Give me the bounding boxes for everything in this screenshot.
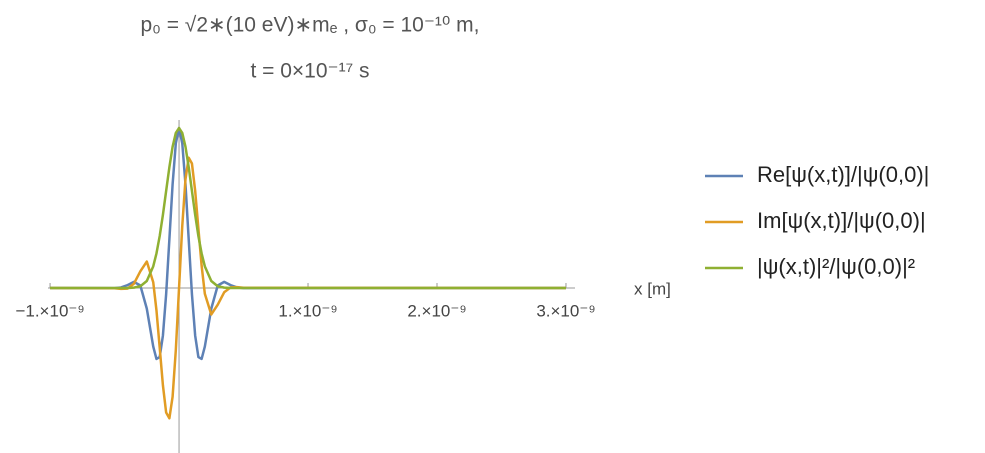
legend-label: Im[ψ(x,t)]/|ψ(0,0)| bbox=[757, 208, 926, 233]
x-axis-label: x [m] bbox=[634, 279, 671, 298]
x-tick-label: 2.×10⁻⁹ bbox=[407, 301, 466, 320]
x-tick-label: −1.×10⁻⁹ bbox=[15, 301, 84, 320]
x-tick-label: 3.×10⁻⁹ bbox=[536, 301, 595, 320]
legend-label: Re[ψ(x,t)]/|ψ(0,0)| bbox=[757, 162, 929, 187]
legend-label: |ψ(x,t)|²/|ψ(0,0)|² bbox=[757, 254, 915, 279]
series-line bbox=[50, 156, 566, 420]
series-line bbox=[50, 126, 566, 290]
chart-title: p₀ = √2∗(10 eV)∗mₑ , σ₀ = 10⁻¹⁰ m, bbox=[140, 14, 479, 37]
x-tick-label: 1.×10⁻⁹ bbox=[278, 301, 337, 320]
chart-subtitle: t = 0×10⁻¹⁷ s bbox=[250, 60, 369, 83]
series-line bbox=[50, 126, 566, 361]
